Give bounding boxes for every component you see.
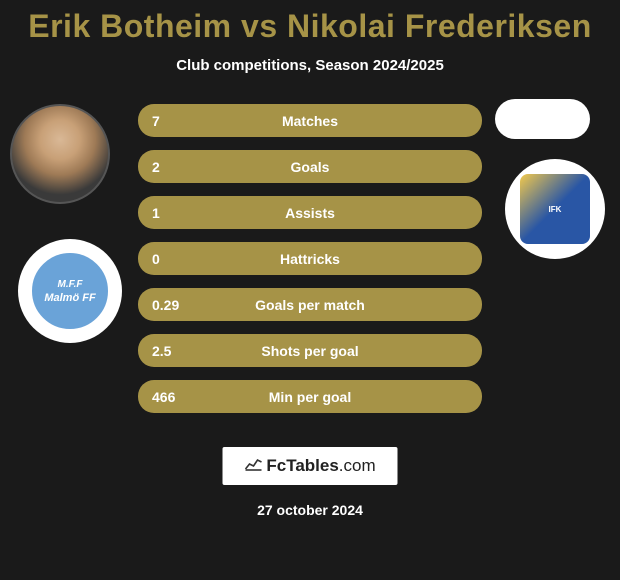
stat-value-left: 1 bbox=[138, 205, 198, 221]
player-left-photo bbox=[10, 104, 110, 204]
stat-row-goals: 2 Goals bbox=[138, 150, 482, 183]
stat-row-hattricks: 0 Hattricks bbox=[138, 242, 482, 275]
stat-row-goals-per-match: 0.29 Goals per match bbox=[138, 288, 482, 321]
stat-value-left: 2 bbox=[138, 159, 198, 175]
club-left-badge: M.F.F Malmö FF bbox=[29, 250, 111, 332]
club-right-logo: IFK bbox=[505, 159, 605, 259]
stat-rows-container: 7 Matches 2 Goals 1 Assists 0 Hattricks … bbox=[138, 104, 482, 426]
stat-label: Hattricks bbox=[280, 251, 340, 267]
footer-date: 27 october 2024 bbox=[257, 502, 363, 518]
stat-label: Min per goal bbox=[269, 389, 351, 405]
comparison-subtitle: Club competitions, Season 2024/2025 bbox=[0, 57, 620, 74]
club-left-logo: M.F.F Malmö FF bbox=[18, 239, 122, 343]
stat-label: Matches bbox=[282, 113, 338, 129]
club-left-name: Malmö FF bbox=[44, 292, 95, 304]
stat-label: Assists bbox=[285, 205, 335, 221]
footer-brand-logo[interactable]: FcTables.com bbox=[223, 447, 398, 485]
stat-value-left: 7 bbox=[138, 113, 198, 129]
stat-row-assists: 1 Assists bbox=[138, 196, 482, 229]
footer-brand-suffix: .com bbox=[339, 456, 376, 475]
stat-row-shots-per-goal: 2.5 Shots per goal bbox=[138, 334, 482, 367]
player-right-photo bbox=[495, 99, 590, 139]
stat-value-left: 0 bbox=[138, 251, 198, 267]
stat-value-left: 466 bbox=[138, 389, 198, 405]
stat-label: Shots per goal bbox=[261, 343, 358, 359]
chart-icon bbox=[244, 457, 262, 476]
comparison-title: Erik Botheim vs Nikolai Frederiksen bbox=[0, 0, 620, 45]
stat-label: Goals bbox=[291, 159, 330, 175]
footer-brand-text: FcTables.com bbox=[266, 456, 375, 476]
stat-value-left: 0.29 bbox=[138, 297, 198, 313]
stat-row-matches: 7 Matches bbox=[138, 104, 482, 137]
footer-brand-main: FcTables bbox=[266, 456, 338, 475]
club-left-abbr: M.F.F bbox=[58, 279, 83, 290]
stat-row-min-per-goal: 466 Min per goal bbox=[138, 380, 482, 413]
stat-value-left: 2.5 bbox=[138, 343, 198, 359]
stat-label: Goals per match bbox=[255, 297, 365, 313]
club-right-badge: IFK bbox=[520, 174, 590, 244]
main-comparison-area: M.F.F Malmö FF IFK 7 Matches 2 Goals 1 A… bbox=[0, 104, 620, 444]
